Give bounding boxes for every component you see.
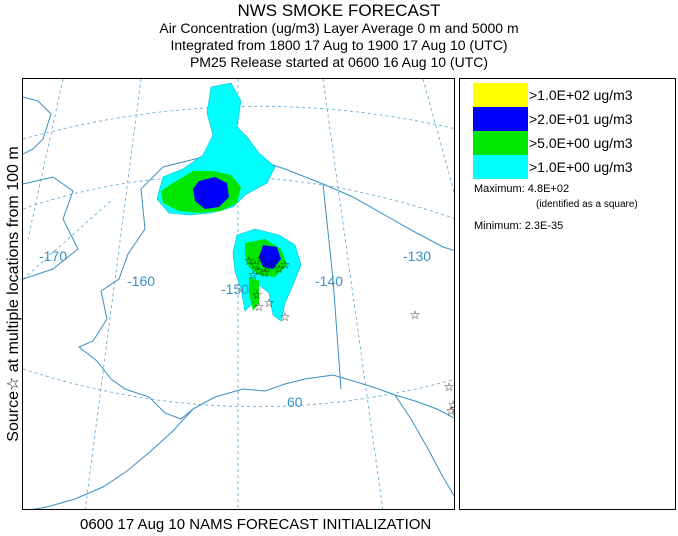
source-star-icon: ☆ [444,380,455,394]
source-star-icon: ☆ [280,258,291,272]
lon-label: -130 [403,248,431,264]
source-star-icon: ☆ [280,310,291,324]
meridian-line [422,79,454,194]
source-star-icon: ☆ [254,264,265,278]
panhandle [394,394,454,497]
smoke-plume-north [156,82,276,216]
legend-minimum: Minimum: 2.3E-35 [474,220,564,232]
coastline-siberia [23,176,79,280]
meridian-line [27,79,64,240]
meridian-line [23,198,114,280]
source-star-icon: ☆ [264,296,275,310]
meridian-line [322,79,384,509]
source-star-icon: ☆ [274,262,285,276]
legend-label: >2.0E+01 ug/m3 [529,111,633,127]
legend-label: >5.0E+00 ug/m3 [529,135,633,151]
legend-maximum: Maximum: 4.8E+02 [474,183,570,195]
source-star-icon: ☆ [450,402,455,416]
source-star-icon: ☆ [260,266,271,280]
lon-label: -160 [127,273,155,289]
release-time: PM25 Release started at 0600 16 Aug 10 (… [189,54,489,70]
legend-label: >1.0E+02 ug/m3 [529,87,633,103]
smoke-forecast-map: -170 -160 -150 -140 -130 60 ☆ ☆ ☆ ☆ ☆ ☆ ☆ ☆ ☆ ☆ ☆ ☆… [22,78,455,510]
map-canvas: -170 -160 -150 -140 -130 60 ☆☆☆☆☆☆☆☆☆☆☆☆… [23,79,455,509]
legend-swatch [473,155,528,179]
source-star-icon: ☆ [250,258,261,272]
lat-label: 60 [287,394,303,410]
parallel-line [23,105,454,140]
legend-swatch [473,131,528,155]
source-star-icon: ☆ [248,268,259,282]
source-star-icon: ☆ [448,398,455,412]
plume-blue-north [193,177,229,209]
source-star-icon: ☆ [262,260,273,274]
legend-max-note: (identified as a square) [536,199,638,210]
legend-panel: >1.0E+02 ug/m3 >2.0E+01 ug/m3 >5.0E+00 u… [459,78,676,510]
canada-border [322,183,342,390]
source-location-label: Source☆ at multiple locations from 100 m [5,146,22,442]
smoke-plume-interior [232,228,302,322]
coastline-alaska-west [78,166,194,420]
concentration-subtitle: Air Concentration (ug/m3) Layer Average … [159,20,519,36]
source-star-icon: ☆ [410,308,421,322]
meridian-line [84,79,142,509]
plume-blue-interior [259,245,281,269]
map-title: NWS SMOKE FORECAST [237,1,441,20]
source-star-icon: ☆ [252,288,263,302]
coastline-gulf [192,374,454,419]
aleutians [31,408,194,509]
source-star-icon: ☆ [446,404,455,418]
legend-swatch [473,83,528,107]
integration-period: Integrated from 1800 17 Aug to 1900 17 A… [170,37,508,53]
lon-label: -150 [221,281,249,297]
coastline-north [23,96,52,155]
source-star-icon: ☆ [254,300,265,314]
lon-label: -170 [39,248,67,264]
lon-label: -140 [315,273,343,289]
source-markers: ☆☆☆☆☆☆☆☆☆☆☆☆☆☆☆☆☆☆☆ [244,252,455,418]
source-star-icon: ☆ [256,252,267,266]
source-star-icon: ☆ [268,256,279,270]
legend-swatch [473,107,528,131]
forecast-initialization: 0600 17 Aug 10 NAMS FORECAST INITIALIZAT… [80,516,432,533]
coastline [23,96,454,509]
source-star-icon: ☆ [244,254,255,268]
parallel-line [23,368,454,408]
legend-label: >1.0E+00 ug/m3 [529,159,633,175]
